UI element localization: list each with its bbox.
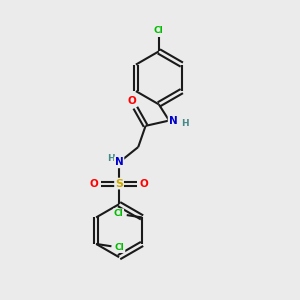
Text: Cl: Cl	[115, 243, 124, 252]
Text: Cl: Cl	[154, 26, 164, 35]
Text: S: S	[115, 178, 123, 189]
Text: O: O	[140, 178, 148, 189]
Text: Cl: Cl	[114, 209, 123, 218]
Text: N: N	[115, 158, 124, 167]
Text: H: H	[107, 154, 115, 163]
Text: N: N	[169, 116, 177, 126]
Text: H: H	[181, 119, 188, 128]
Text: O: O	[90, 178, 99, 189]
Text: O: O	[128, 96, 137, 106]
